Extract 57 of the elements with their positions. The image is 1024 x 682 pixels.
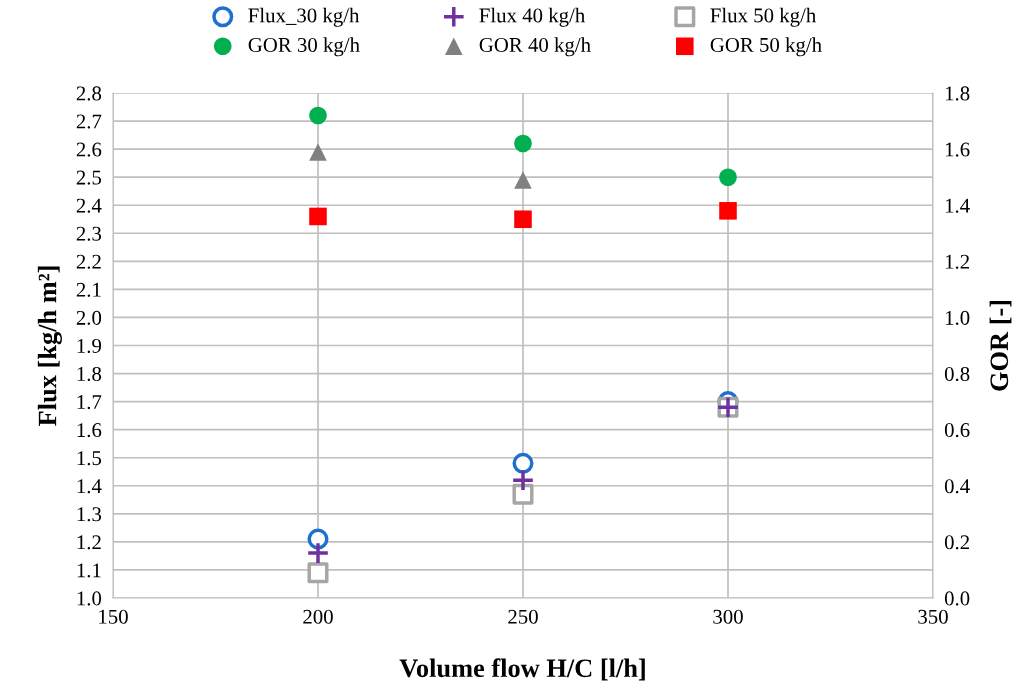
y2-tick-label: 0.4 [944,479,970,494]
y-tick-label: 2.0 [76,310,102,325]
y2-tick-label: 0.2 [944,535,969,550]
y-tick-label: 1.3 [77,507,102,522]
y-tick-label: 2.3 [76,226,102,241]
y-tick-label: 1.4 [77,479,102,494]
point [719,168,737,186]
point [512,483,534,505]
point [307,562,329,584]
y-tick-label: 1.1 [77,563,101,578]
x-tick-label: 300 [713,609,743,624]
point [309,143,327,161]
y2-tick-label: 1.0 [945,310,970,325]
legend-label: GOR 30 kg/h [248,37,360,57]
legend-label: GOR 40 kg/h [479,37,591,57]
y2-tick-label: 0.0 [944,591,970,606]
y-tick-label: 2.5 [76,170,102,185]
y-axis-title: Flux [kg/h m²] [37,266,62,426]
point [514,134,532,153]
point [306,541,330,565]
point [511,468,535,492]
legend-label: Flux_30 kg/h [248,7,360,27]
legend-label: GOR 50 kg/h [710,37,822,57]
point [309,207,327,226]
x-tick-label: 200 [303,609,333,624]
point [512,452,534,474]
x-tick-label: 250 [508,609,538,624]
y2-tick-label: 1.8 [945,86,970,101]
y-tick-label: 2.8 [76,86,102,101]
y2-tick-label: 1.4 [945,198,970,213]
y2-tick-label: 1.2 [945,254,969,269]
y-tick-label: 1.9 [77,338,102,354]
y-tick-label: 1.8 [77,366,102,382]
y-tick-label: 1.2 [77,535,101,550]
y-tick-label: 1.7 [77,395,102,410]
y-tick-label: 1.0 [77,591,102,606]
y-tick-label: 2.4 [76,198,102,213]
x-axis-title: Volume flow H/C [l/h] [399,658,645,681]
y-tick-label: 2.6 [76,142,102,157]
point [514,171,532,189]
y2-tick-label: 1.6 [945,142,970,157]
y-tick-label: 2.1 [76,282,101,297]
legend-label: Flux 40 kg/h [479,7,585,27]
y-tick-label: 2.7 [76,114,102,129]
point [514,210,532,229]
y2-tick-label: 0.6 [944,423,970,438]
y-tick-label: 2.2 [76,254,101,269]
x-tick-label: 350 [918,609,948,624]
point [307,528,329,550]
y2-axis-title: GOR [-] [989,300,1012,391]
legend-label: Flux 50 kg/h [710,7,817,27]
point [719,202,737,220]
x-tick-label: 150 [99,609,128,624]
y2-tick-label: 0.8 [944,366,970,382]
point [309,106,327,125]
y-tick-label: 1.6 [77,423,102,438]
y-tick-label: 1.5 [77,451,102,466]
